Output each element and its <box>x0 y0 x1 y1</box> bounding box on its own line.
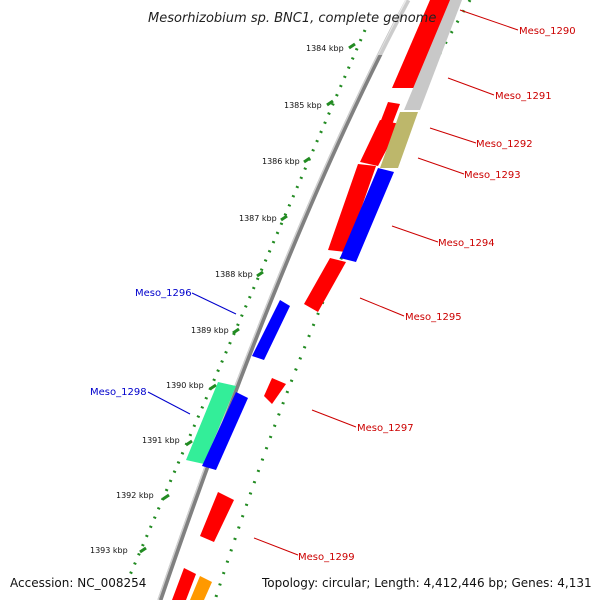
gene-block-meso-1298-blue <box>202 392 248 470</box>
gene-block-top-white <box>378 0 420 55</box>
scale-labels: 1384 kbp 1385 kbp 1386 kbp 1387 kbp 1388… <box>90 44 344 555</box>
gene-label-meso-1298: Meso_1298 <box>90 387 147 398</box>
gene-block-meso-1292 <box>360 120 400 166</box>
scale-label: 1387 kbp <box>239 214 277 223</box>
inner-dotted-track <box>213 0 472 600</box>
gene-label-meso-1290: Meso_1290 <box>519 26 576 37</box>
gene-label-meso-1294: Meso_1294 <box>438 238 495 249</box>
gene-label-meso-1295: Meso_1295 <box>405 312 462 323</box>
gene-label-meso-1299: Meso_1299 <box>298 552 355 563</box>
gene-labels: Meso_1290 Meso_1291 Meso_1292 Meso_1293 … <box>90 26 576 563</box>
gene-block-meso-1299 <box>200 492 234 542</box>
accession-text: Accession: NC_008254 <box>10 576 146 590</box>
genome-backbone <box>157 0 411 600</box>
scale-label: 1392 kbp <box>116 491 154 500</box>
gene-features <box>172 0 462 600</box>
scale-label: 1389 kbp <box>191 326 229 335</box>
gene-block-bottom-red <box>172 568 196 600</box>
gene-label-meso-1291: Meso_1291 <box>495 91 552 102</box>
gene-label-meso-1293: Meso_1293 <box>464 170 521 181</box>
label-connectors <box>147 9 519 556</box>
scale-label: 1390 kbp <box>166 381 204 390</box>
gene-label-meso-1296: Meso_1296 <box>135 288 192 299</box>
scale-label: 1385 kbp <box>284 101 322 110</box>
gene-block-bottom-orange <box>190 576 212 600</box>
gene-label-meso-1297: Meso_1297 <box>357 423 414 434</box>
scale-label: 1384 kbp <box>306 44 344 53</box>
scale-label: 1388 kbp <box>215 270 253 279</box>
outer-dotted-track <box>128 29 367 576</box>
scale-label: 1386 kbp <box>262 157 300 166</box>
gene-block-meso-1298 <box>186 382 236 464</box>
map-title: Mesorhizobium sp. BNC1, complete genome <box>148 11 436 26</box>
scale-major-ticks <box>139 42 356 554</box>
gene-block-meso-1296 <box>252 300 290 360</box>
gene-block-meso-1294-red <box>328 164 376 252</box>
gene-block-meso-1297 <box>264 378 286 404</box>
gene-label-meso-1292: Meso_1292 <box>476 139 533 150</box>
scale-label: 1393 kbp <box>90 546 128 555</box>
gene-block-meso-1295 <box>304 258 346 312</box>
gene-block-meso-1290 <box>392 0 455 88</box>
gene-block-meso-1294 <box>340 168 394 262</box>
scale-label: 1391 kbp <box>142 436 180 445</box>
gene-block-meso-1291 <box>404 0 462 110</box>
gene-block-meso-1293 <box>380 112 418 168</box>
genome-backbone-highlight <box>157 0 407 600</box>
summary-text: Topology: circular; Length: 4,412,446 bp… <box>261 576 592 590</box>
